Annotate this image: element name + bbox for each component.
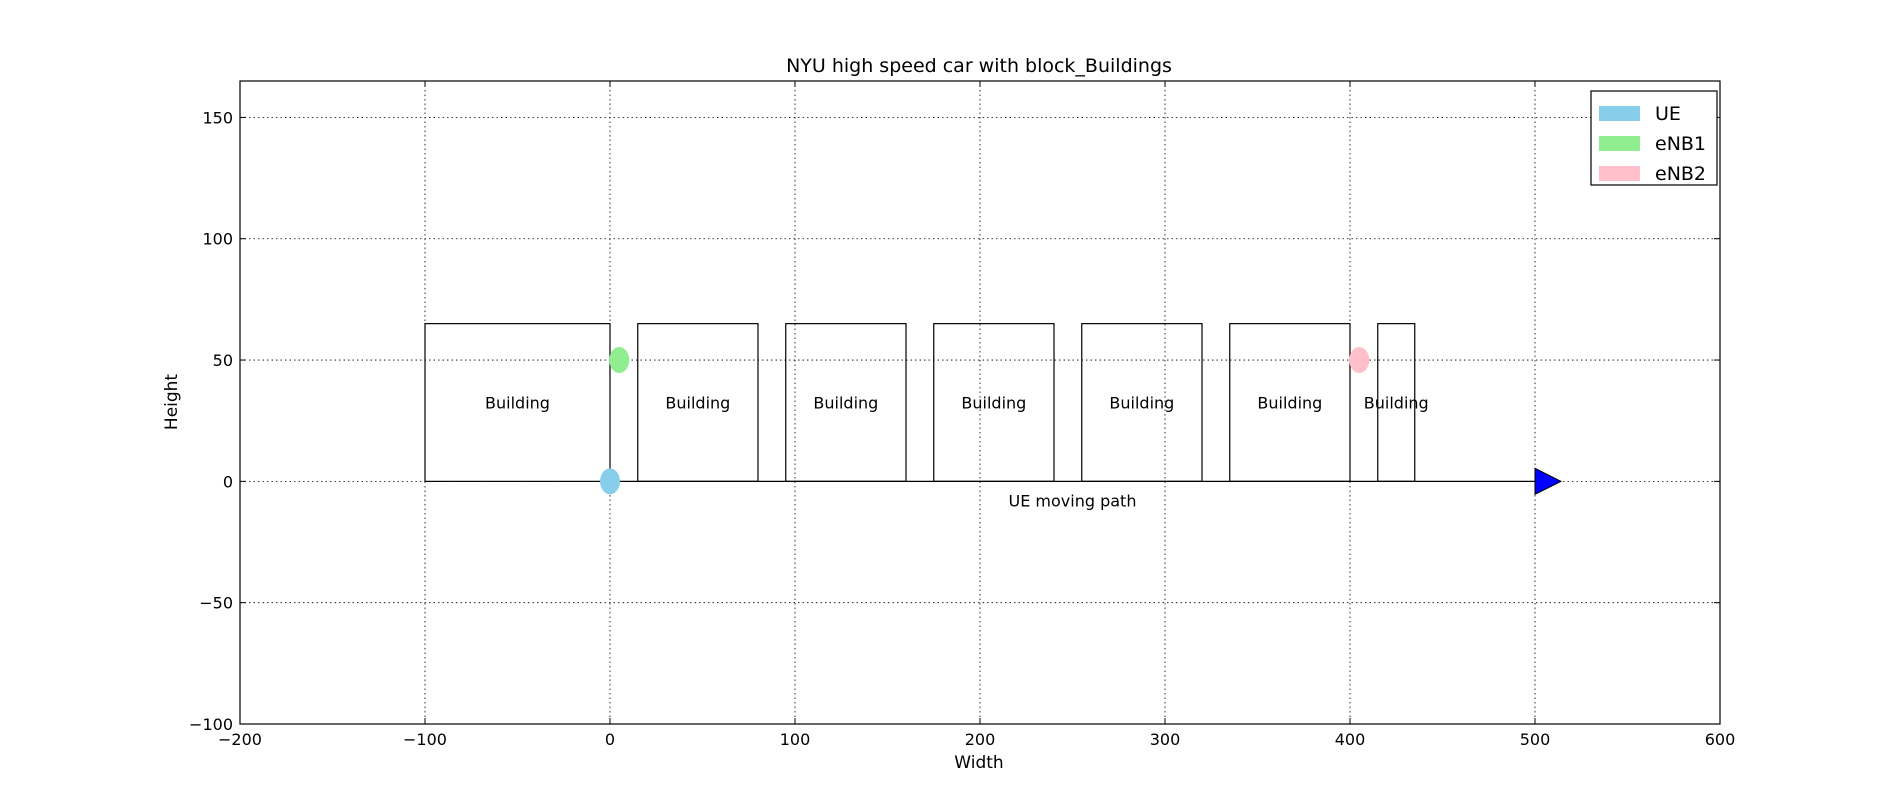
x-tick-label: −200	[218, 730, 262, 749]
x-tick-label: 500	[1520, 730, 1551, 749]
ticks: −200 −100 0 100 200 300 400 500 600−100−50050100…	[189, 81, 1735, 749]
legend-swatch	[1599, 106, 1640, 121]
x-tick-label: 300	[1150, 730, 1181, 749]
legend-entry: eNB2	[1655, 163, 1706, 185]
y-tick-label: 50	[213, 351, 233, 370]
chart-title: NYU high speed car with block_Buildings	[786, 55, 1172, 77]
x-tick-label: 600	[1705, 730, 1736, 749]
y-tick-label: −100	[189, 715, 233, 734]
building-label: Building	[1257, 394, 1322, 413]
legend-swatch	[1599, 166, 1640, 181]
legend-swatch	[1599, 136, 1640, 151]
x-tick-label: −100	[403, 730, 447, 749]
legend: UE eNB1 eNB2	[1590, 90, 1718, 186]
x-tick-label: 200	[965, 730, 996, 749]
y-tick-label: −50	[199, 594, 233, 613]
x-tick-label: 100	[780, 730, 811, 749]
ue-path-label: UE moving path	[1009, 491, 1137, 510]
building-label: Building	[1364, 394, 1429, 413]
y-axis-label: Height	[162, 374, 182, 431]
building-label: Building	[813, 394, 878, 413]
y-tick-label: 0	[223, 472, 233, 491]
building-label: Building	[961, 394, 1026, 413]
legend-entry: eNB1	[1655, 133, 1706, 155]
marker-enb1	[609, 347, 630, 374]
y-tick-label: 150	[202, 108, 233, 127]
x-tick-label: 0	[605, 730, 615, 749]
marker-ue	[600, 468, 620, 495]
x-axis-label: Width	[954, 753, 1003, 773]
path-layer: UE moving path	[610, 467, 1563, 510]
x-tick-label: 400	[1335, 730, 1366, 749]
building-label: Building	[665, 394, 730, 413]
building-label: Building	[485, 394, 550, 413]
y-tick-label: 100	[202, 230, 233, 249]
legend-entry: UE	[1655, 103, 1681, 125]
markers	[600, 347, 1370, 495]
building-label: Building	[1109, 394, 1174, 413]
marker-enb2	[1349, 347, 1370, 374]
building	[424, 323, 611, 482]
ue-path-arrow	[1534, 467, 1563, 496]
